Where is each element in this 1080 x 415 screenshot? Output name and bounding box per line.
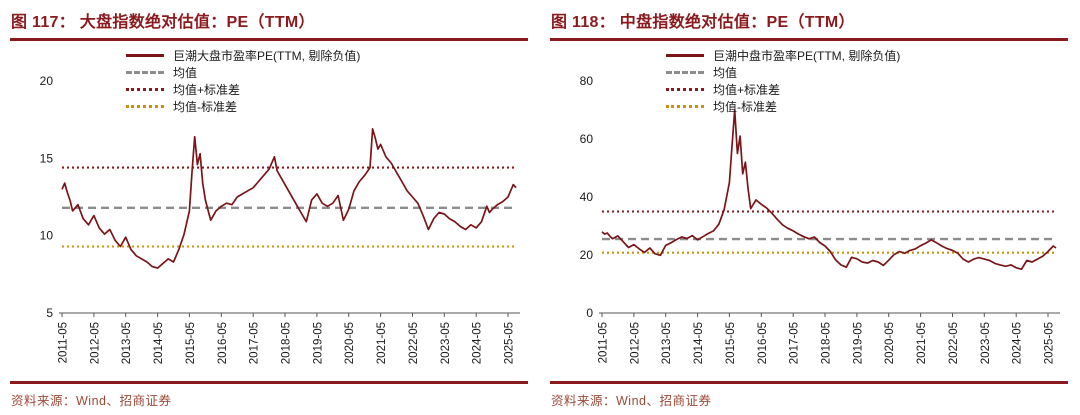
chart-legend: 巨潮大盘市盈率PE(TTM, 剔除负值) 均值 均值+标准差 均值-标准差 <box>126 46 360 116</box>
x-tick-label: 2017-05 <box>249 322 261 364</box>
legend-item-mean-plus-std: 均值+标准差 <box>666 82 900 97</box>
x-tick-label: 2021-05 <box>916 322 928 364</box>
legend-label: 均值-标准差 <box>713 100 777 114</box>
legend-item-series: 巨潮中盘市盈率PE(TTM, 剔除负值) <box>666 48 900 63</box>
figure-117-panel: 图 117： 大盘指数绝对估值：PE（TTM） 2011-05 2012-05 20… <box>10 14 528 408</box>
mean-line-swatch <box>666 71 704 74</box>
x-tick-label: 2025-05 <box>1044 322 1056 364</box>
x-tick-label: 2015-05 <box>725 322 737 364</box>
series-line-swatch <box>126 54 164 57</box>
legend-label: 均值+标准差 <box>713 83 781 97</box>
legend-label: 均值 <box>173 66 198 80</box>
figure-118-panel: 图 118： 中盘指数绝对估值：PE（TTM） 2011-05 2012-05 20… <box>540 0 1080 415</box>
y-tick-label: 0 <box>586 306 593 320</box>
mean-plus-std-swatch <box>126 88 164 91</box>
y-tick-label: 40 <box>580 190 594 204</box>
y-tick-label: 80 <box>580 74 594 88</box>
legend-label: 巨潮中盘市盈率PE(TTM, 剔除负值) <box>713 49 901 63</box>
x-tick-label: 2021-05 <box>376 322 388 364</box>
series-line-swatch <box>666 54 704 57</box>
x-tick-label: 2020-05 <box>884 322 896 364</box>
legend-item-mean-minus-std: 均值-标准差 <box>666 99 900 114</box>
x-tick-label: 2025-05 <box>504 322 516 364</box>
legend-label: 均值-标准差 <box>173 100 237 114</box>
x-tick-label: 2023-05 <box>440 322 452 364</box>
source-note: 资料来源：Wind、招商证券 <box>551 394 712 408</box>
y-tick-label: 10 <box>40 229 54 243</box>
title-rule <box>550 38 1068 41</box>
x-tick-label: 2016-05 <box>757 322 769 364</box>
chart-area: 2011-05 2012-05 2013-05 2014-05 2015-05 2016-… <box>550 41 1068 381</box>
x-tick-label: 2024-05 <box>472 322 484 364</box>
x-tick-label: 2020-05 <box>344 322 356 364</box>
y-tick-label: 20 <box>580 248 594 262</box>
x-tick-label: 2014-05 <box>693 322 705 364</box>
pe-series-line <box>601 109 1057 271</box>
chart-title: 图 118： 中盘指数绝对估值：PE（TTM） <box>551 14 855 31</box>
x-tick-label: 2013-05 <box>121 322 133 364</box>
legend-item-mean: 均值 <box>126 65 360 80</box>
x-tick-label: 2011-05 <box>58 322 70 363</box>
chart-area: 2011-05 2012-05 2013-05 2014-05 2015-05 2016-… <box>10 41 528 381</box>
x-tick-label: 2018-05 <box>821 322 833 364</box>
x-tick-label: 2023-05 <box>980 322 992 364</box>
x-tick-label: 2016-05 <box>217 322 229 364</box>
x-tick-label: 2022-05 <box>948 322 960 364</box>
y-tick-label: 60 <box>580 132 594 146</box>
x-tick-label: 2017-05 <box>789 322 801 364</box>
legend-item-mean-plus-std: 均值+标准差 <box>126 82 360 97</box>
pe-ttm-chart-mid-cap: 2011-05 2012-05 2013-05 2014-05 2015-05 2016-… <box>580 74 1060 364</box>
chart-title: 图 117： 大盘指数绝对估值：PE（TTM） <box>11 14 315 31</box>
source-note: 资料来源：Wind、招商证券 <box>11 394 172 408</box>
x-tick-label: 2018-05 <box>281 322 293 364</box>
x-tick-label: 2013-05 <box>661 322 673 364</box>
legend-label: 巨潮大盘市盈率PE(TTM, 剔除负值) <box>173 49 361 63</box>
mean-minus-std-swatch <box>126 105 164 108</box>
y-tick-label: 15 <box>40 151 54 165</box>
pe-series-line <box>61 128 517 269</box>
x-tick-label: 2014-05 <box>153 322 165 364</box>
mean-plus-std-swatch <box>666 88 704 91</box>
x-tick-label: 2024-05 <box>1012 322 1024 364</box>
x-tick-label: 2019-05 <box>312 322 324 364</box>
x-tick-label: 2012-05 <box>89 322 101 364</box>
x-tick-label: 2012-05 <box>629 322 641 364</box>
title-rule <box>10 38 528 41</box>
x-tick-label: 2015-05 <box>185 322 197 364</box>
legend-label: 均值+标准差 <box>173 83 241 97</box>
legend-item-mean-minus-std: 均值-标准差 <box>126 99 360 114</box>
legend-item-series: 巨潮大盘市盈率PE(TTM, 剔除负值) <box>126 48 360 63</box>
mean-minus-std-swatch <box>666 105 704 108</box>
pe-ttm-chart-large-cap: 2011-05 2012-05 2013-05 2014-05 2015-05 2016-… <box>40 74 520 364</box>
y-tick-label: 20 <box>40 74 54 88</box>
chart-legend: 巨潮中盘市盈率PE(TTM, 剔除负值) 均值 均值+标准差 均值-标准差 <box>666 46 900 116</box>
x-tick-label: 2011-05 <box>598 322 610 363</box>
legend-label: 均值 <box>713 66 738 80</box>
y-tick-label: 5 <box>46 306 53 320</box>
x-tick-label: 2022-05 <box>408 322 420 364</box>
bottom-rule <box>10 381 528 384</box>
x-tick-label: 2019-05 <box>852 322 864 364</box>
legend-item-mean: 均值 <box>666 65 900 80</box>
mean-line-swatch <box>126 71 164 74</box>
bottom-rule <box>550 381 1068 384</box>
